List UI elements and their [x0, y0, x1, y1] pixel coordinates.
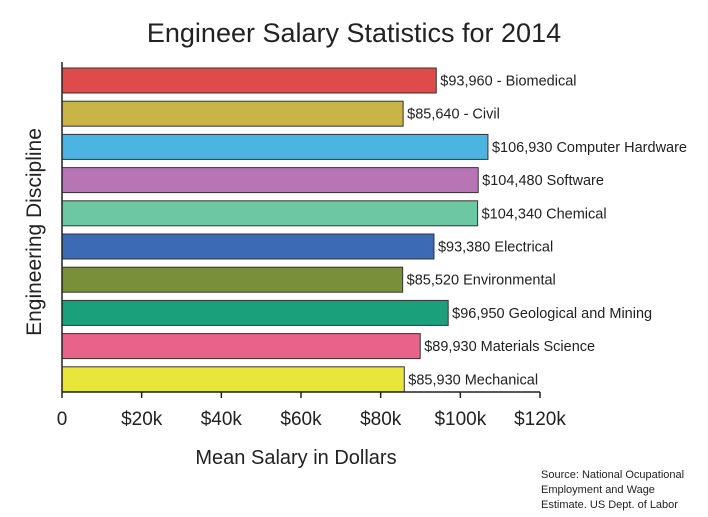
bar-label-4: $104,340 Chemical — [482, 206, 607, 222]
bar-2 — [61, 133, 489, 160]
bar-label-9: $85,930 Mechanical — [408, 372, 538, 388]
bar-label-1: $85,640 - Civil — [407, 107, 500, 123]
chart-title: Engineer Salary Statistics for 2014 — [146, 18, 562, 48]
x-tick-label-0: 0 — [57, 409, 68, 430]
source-note: Source: National Ocupational Employment … — [541, 468, 706, 513]
x-tick-label-5: $100k — [434, 409, 486, 430]
source-line-3: Estimate. US Dept. of Labor — [541, 499, 678, 511]
x-axis-label: Mean Salary in Dollars — [195, 447, 397, 469]
bar-label-5: $93,380 Electrical — [438, 240, 553, 256]
bar-label-8: $89,930 Materials Science — [424, 339, 595, 355]
x-tick-label-2: $40k — [201, 409, 243, 430]
bar-8 — [61, 333, 421, 360]
bar-3 — [61, 167, 479, 194]
bar-7 — [61, 299, 449, 326]
bar-9 — [61, 366, 405, 393]
bar-label-0: $93,960 - Biomedical — [440, 74, 576, 90]
x-tick-label-4: $80k — [360, 409, 402, 430]
x-tick-label-3: $60k — [280, 409, 322, 430]
bar-label-7: $96,950 Geological and Mining — [452, 306, 652, 322]
bar-label-2: $106,930 Computer Hardware — [492, 140, 687, 156]
source-line-1: Source: National Ocupational — [541, 469, 685, 481]
bar-label-6: $85,520 Environmental — [407, 273, 556, 289]
x-tick-label-6: $120k — [514, 409, 566, 430]
bar-0 — [61, 67, 437, 94]
bar-label-3: $104,480 Software — [482, 173, 604, 189]
x-tick-label-1: $20k — [121, 409, 163, 430]
bar-5 — [61, 233, 435, 260]
source-line-2: Employment and Wage — [541, 484, 655, 496]
bar-6 — [61, 266, 404, 293]
bar-1 — [61, 100, 404, 127]
bar-4 — [61, 200, 479, 227]
